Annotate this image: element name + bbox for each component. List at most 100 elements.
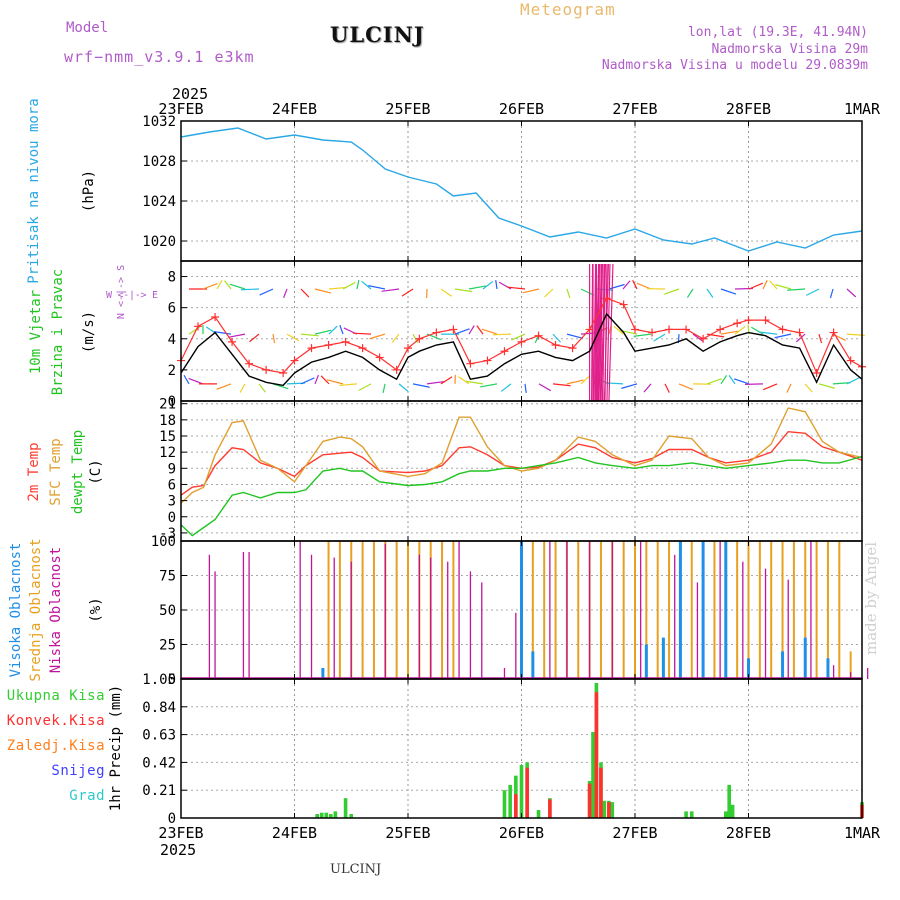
wind-arrow	[381, 288, 400, 292]
temp-title-2m: 2m Temp	[26, 442, 42, 501]
y-tick-label: 0	[168, 672, 176, 688]
wind-arrow	[608, 283, 625, 290]
wind-arrow	[751, 326, 764, 335]
gust-marker	[682, 325, 691, 334]
wind-arrow	[314, 374, 319, 385]
y-tick-label: 21	[159, 397, 176, 413]
y-tick-label: 3	[168, 494, 176, 510]
y-tick-label: 0	[168, 394, 176, 410]
gust-marker	[778, 325, 787, 334]
wind-arrow	[633, 333, 652, 337]
y-tick-label: -3	[159, 526, 176, 542]
date-label-bottom: 24FEB	[272, 824, 317, 842]
precip-bar	[349, 814, 354, 818]
gust-marker	[665, 325, 674, 334]
gust-marker	[194, 322, 203, 331]
wind-arrow	[621, 383, 638, 389]
precip-bar	[591, 731, 595, 818]
precip-bar	[343, 798, 348, 818]
wind-arrow	[224, 280, 232, 290]
date-label-bottom: 27FEB	[612, 824, 657, 842]
wind-arrow	[511, 333, 526, 341]
y-tick-label: 25	[159, 638, 176, 654]
wind-arrow	[328, 286, 347, 290]
gust-marker	[812, 369, 821, 377]
wind-arrow	[216, 280, 223, 290]
y-tick-label: 1020	[142, 234, 176, 250]
wind-direction-ns: N <-|-> S	[116, 265, 127, 319]
wind-arrow	[653, 333, 666, 342]
pressure-title: Pritisak na nivou mora	[26, 98, 42, 283]
wind-arrow	[188, 377, 204, 385]
y-tick-label: 50	[159, 603, 176, 619]
wind-arrow	[664, 288, 680, 295]
wind-arrow	[566, 333, 584, 339]
model-version: wrf−nmm_v3.9.1 e3km	[64, 48, 255, 66]
precip-legend-1: Ukupna Kisa	[7, 688, 105, 704]
wind-arrow-strong	[602, 263, 605, 402]
date-label-top: 27FEB	[612, 100, 657, 118]
model-label: Model	[66, 20, 109, 36]
wind-arrow	[479, 383, 498, 388]
precip-bar	[594, 692, 599, 818]
gust-marker	[585, 325, 594, 334]
wind-arrow	[458, 376, 470, 385]
wind-arrow	[632, 279, 638, 290]
precip-legend-5: Grad	[69, 788, 105, 804]
y-tick-label: 0.63	[142, 728, 176, 744]
wind-arrow	[228, 333, 246, 338]
precip-bar	[548, 799, 552, 818]
wind-arrow	[342, 281, 356, 290]
wind-arrow	[391, 333, 400, 343]
precip-unit: 1hr Precip (mm)	[108, 685, 124, 811]
y-tick-label: 75	[159, 569, 176, 585]
wind-arrow	[229, 283, 246, 290]
gust-marker	[699, 334, 708, 343]
precip-bar	[319, 812, 324, 818]
date-label-top: 26FEB	[499, 100, 544, 118]
wind-title-line1: 10m Vjetar	[28, 290, 44, 374]
wind-arrow	[249, 333, 260, 343]
wind-arrow	[314, 329, 332, 335]
wind-arrow	[622, 280, 631, 290]
gust-marker	[551, 341, 560, 349]
wind-arrow	[846, 288, 857, 298]
wind-arrow	[643, 383, 652, 393]
gust-marker	[829, 328, 838, 337]
wind-arrow	[202, 283, 218, 290]
wind-arrow	[720, 375, 728, 385]
precip-bar	[536, 810, 541, 818]
precip-bar	[519, 765, 524, 818]
wind-arrow	[507, 286, 526, 290]
wind-arrow	[804, 383, 813, 393]
gust-marker	[245, 359, 254, 368]
wind-arrow	[762, 279, 768, 290]
pressure-line	[180, 127, 863, 252]
wind-arrow	[613, 325, 624, 335]
wind-arrow	[482, 280, 494, 290]
wind-arrow	[748, 282, 764, 290]
wind-arrow	[720, 330, 739, 335]
gust-marker	[744, 316, 753, 325]
wind-arrow	[728, 375, 736, 385]
wind-arrow	[786, 383, 792, 393]
wind-arrow	[300, 333, 319, 337]
wind-arrow-strong	[604, 263, 608, 402]
meteogram-heading: Meteogram	[520, 0, 616, 19]
elevation-text: Nadmorska Visina 29m	[711, 42, 868, 57]
wind-arrow	[283, 288, 288, 299]
wind-arrow	[692, 333, 704, 342]
wind-arrow	[440, 376, 453, 385]
wind-arrow	[300, 377, 315, 385]
y-tick-label: 0.84	[142, 700, 176, 716]
wind-arrow	[706, 288, 714, 298]
wind-arrow	[544, 288, 554, 298]
gust-marker	[341, 337, 350, 346]
temp-unit: (C)	[88, 459, 104, 484]
wind-arrow	[806, 288, 820, 296]
wind-arrow	[440, 288, 452, 297]
wind-arrow-strong	[608, 263, 614, 402]
wind-arrow	[213, 331, 232, 335]
date-label-top: 24FEB	[272, 100, 317, 118]
wind-arrow	[339, 325, 344, 335]
